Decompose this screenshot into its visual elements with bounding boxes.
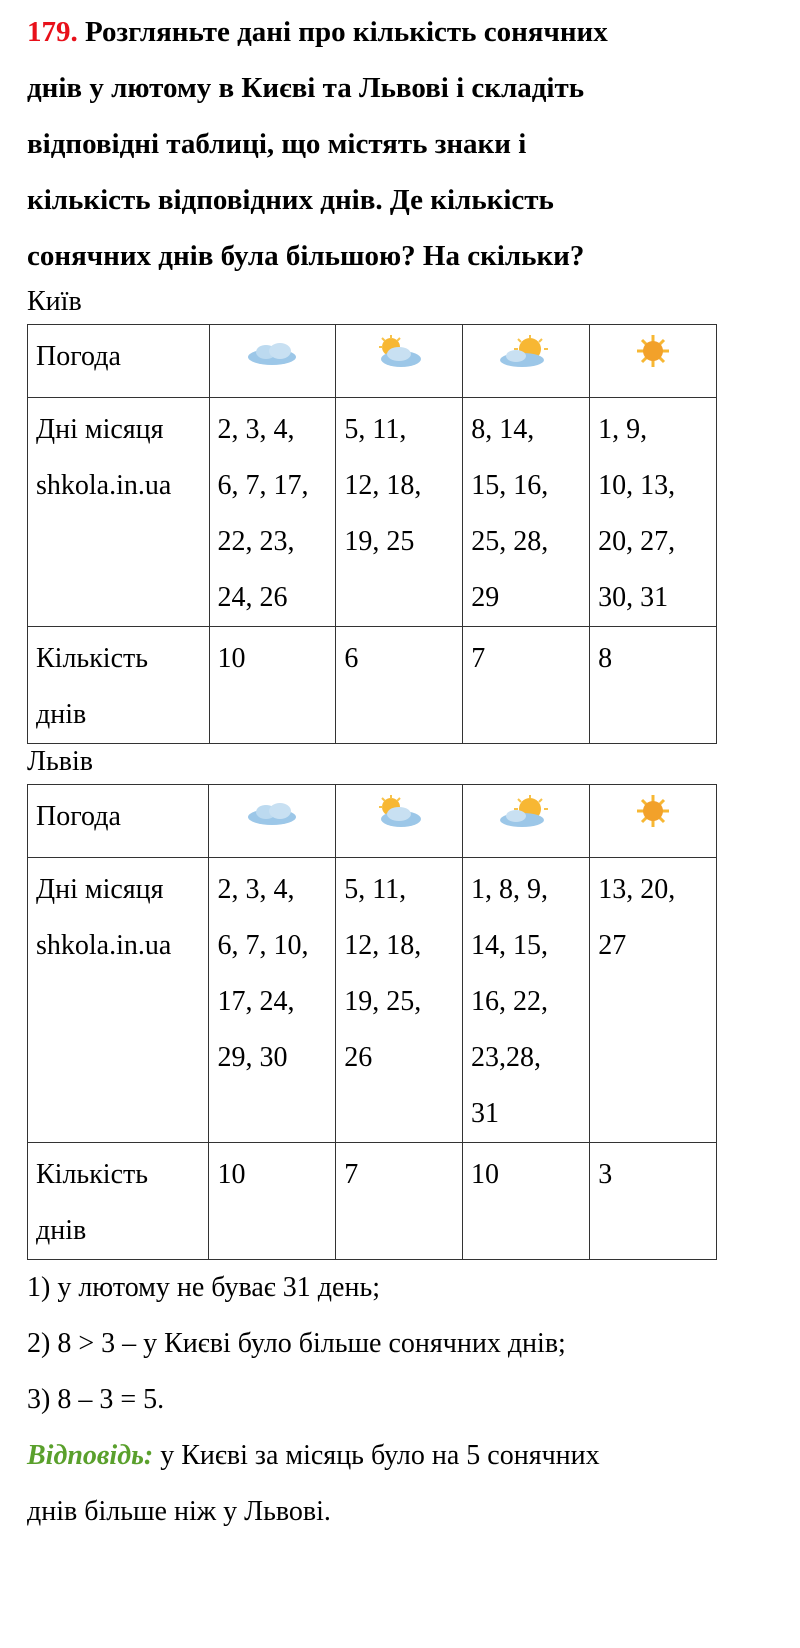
days-row: Дні місяця shkola.in.ua 2, 3, 4, 6, 7, 17, 2… — [27, 397, 717, 627]
days-line: 30, 31 — [598, 582, 669, 613]
mostly-sunny-icon — [500, 335, 549, 367]
days-line: 20, 27, — [598, 526, 676, 557]
partly-cloudy-icon — [379, 335, 422, 367]
count-cell: 7 — [462, 626, 591, 744]
days-cell: 5, 11, 12, 18, 19, 25, 26 — [335, 857, 463, 1143]
answer-text: днів більше ніж у Львові. — [27, 1496, 331, 1527]
days-cell: 2, 3, 4, 6, 7, 10, 17, 24, 29, 30 — [208, 857, 337, 1143]
days-cell: 8, 14, 15, 16, 25, 28, 29 — [462, 397, 591, 627]
days-line: 12, 18, — [344, 470, 422, 501]
days-line: 16, 22, — [470, 986, 548, 1017]
days-line: 19, 25, — [344, 986, 422, 1017]
days-line: 15, 16, — [471, 470, 549, 501]
days-line: 23,28, — [470, 1042, 541, 1073]
row-label: Кількість днів — [27, 626, 210, 744]
sunny-icon — [637, 795, 670, 827]
solution-line: 1) у лютому не буває 31 день; — [27, 1272, 380, 1303]
cloudy-icon — [248, 343, 297, 365]
partly-cloudy-icon — [379, 795, 422, 827]
days-line: 2, 3, 4, — [217, 874, 295, 905]
page: 179. Розгляньте дані про кількість соняч… — [26, 0, 727, 1540]
weather-row: Погода — [27, 324, 717, 398]
days-line: 29, 30 — [217, 1042, 288, 1073]
days-line: 12, 18, — [344, 930, 422, 961]
row-label: Погода — [27, 324, 210, 398]
count-cell: 6 — [335, 626, 464, 744]
count-row: Кількість днів 10 6 7 8 — [27, 626, 717, 744]
days-line: 6, 7, 17, — [217, 470, 309, 501]
days-line: 29 — [471, 582, 500, 613]
days-line: 10, 13, — [598, 470, 676, 501]
task-statement: 179. Розгляньте дані про кількість соняч… — [27, 4, 727, 284]
count-row: Кількість днів 10 7 10 3 — [26, 1142, 717, 1260]
city-label: Київ — [27, 286, 82, 317]
days-line: 31 — [470, 1098, 499, 1129]
solution: 1) у лютому не буває 31 день; 2) 8 > 3 –… — [27, 1260, 727, 1540]
mostly-sunny-icon — [500, 795, 549, 827]
weather-row: Погода — [26, 784, 717, 858]
city-label: Львів — [27, 746, 93, 777]
days-line: 8, 14, — [471, 414, 535, 445]
days-line: 25, 28, — [471, 526, 549, 557]
task-line: днів у лютому в Києві та Львові і складі… — [27, 72, 585, 104]
count-cell: 7 — [335, 1142, 463, 1260]
task-number: 179. — [27, 16, 78, 48]
days-line: 22, 23, — [217, 526, 295, 557]
days-cell: 5, 11, 12, 18, 19, 25 — [335, 397, 464, 627]
task-line: кількість відповідних днів. Де кількість — [27, 184, 554, 216]
weather-table: Погода Дні місяця shkola.in.ua 2, 3, 4, 6, 7… — [26, 784, 717, 1260]
days-line: 27 — [598, 930, 627, 961]
task-line: сонячних днів була більшою? На скільки? — [27, 240, 585, 272]
task-line: Розгляньте дані про кількість сонячних — [85, 16, 608, 48]
count-cell: 10 — [208, 626, 337, 744]
days-line: 5, 11, — [344, 874, 407, 905]
row-label: Дні місяця — [36, 414, 164, 445]
row-label: Погода — [26, 784, 210, 858]
days-line: 2, 3, 4, — [217, 414, 295, 445]
answer: Відповідь: у Києві за місяць було на 5 с… — [27, 1428, 727, 1484]
days-cell: 2, 3, 4, 6, 7, 17, 22, 23, 24, 26 — [208, 397, 337, 627]
row-label: Кількість днів — [26, 1142, 210, 1260]
solution-line: 3) 8 – 3 = 5. — [27, 1384, 165, 1415]
days-line: 6, 7, 10, — [217, 930, 309, 961]
days-cell: 1, 8, 9, 14, 15, 16, 22, 23,28, 31 — [461, 857, 591, 1143]
days-line: 26 — [344, 1042, 373, 1073]
row-label: Дні місяця — [36, 874, 164, 905]
days-line: 1, 8, 9, — [470, 874, 548, 905]
days-cell: 1, 9, 10, 13, 20, 27, 30, 31 — [589, 397, 717, 627]
days-row: Дні місяця shkola.in.ua 2, 3, 4, 6, 7, 10, 1… — [26, 857, 717, 1143]
days-line: 17, 24, — [217, 986, 295, 1017]
solution-line: 2) 8 > 3 – у Києві було більше сонячних … — [27, 1328, 566, 1359]
weather-table: Погода Дні місяця shkola.in.ua 2, 3, 4, 6, 7… — [27, 324, 717, 744]
task-line: відповідні таблиці, що містять знаки і — [27, 128, 527, 160]
days-cell: 13, 20, 27 — [589, 857, 717, 1143]
watermark: shkola.in.ua — [36, 470, 172, 501]
days-line: 14, 15, — [470, 930, 548, 961]
days-line: 1, 9, — [598, 414, 648, 445]
count-cell: 10 — [208, 1142, 337, 1260]
days-line: 24, 26 — [217, 582, 288, 613]
watermark: shkola.in.ua — [36, 930, 172, 961]
cloudy-icon — [248, 803, 297, 825]
days-line: 19, 25 — [344, 526, 415, 557]
answer-label: Відповідь: — [27, 1440, 154, 1471]
count-cell: 8 — [589, 626, 717, 744]
days-line: 5, 11, — [344, 414, 407, 445]
sunny-icon — [637, 335, 670, 367]
answer-text: у Києві за місяць було на 5 сонячних — [153, 1440, 600, 1471]
days-line: 13, 20, — [598, 874, 676, 905]
count-cell: 3 — [589, 1142, 717, 1260]
count-cell: 10 — [461, 1142, 591, 1260]
